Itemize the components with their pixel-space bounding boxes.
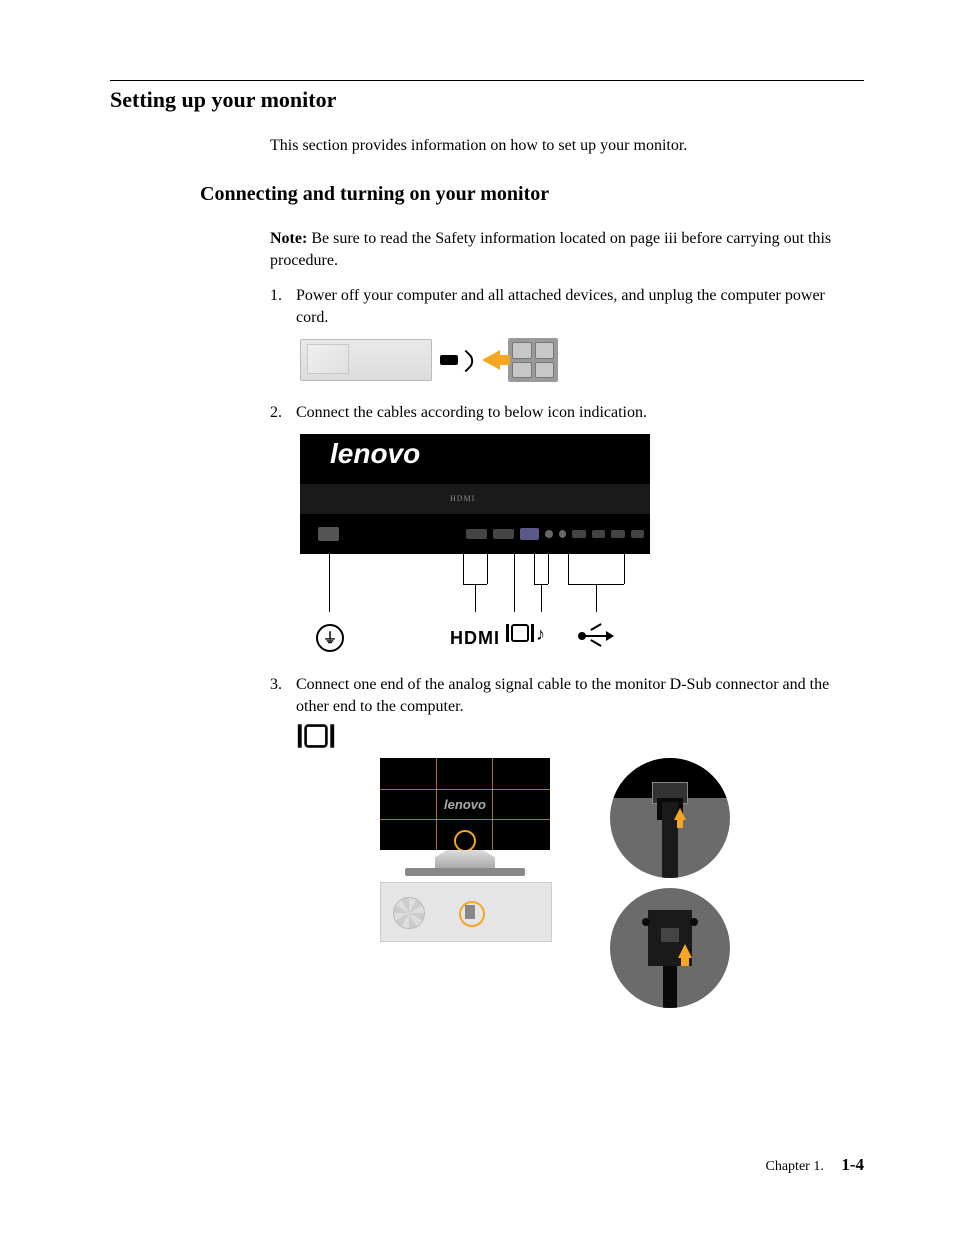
detail-circle-monitor-port [610, 758, 730, 878]
arrow-up-icon [674, 808, 686, 820]
highlight-circle-icon [454, 830, 476, 852]
highlight-circle-icon [459, 901, 485, 927]
section-rule [110, 80, 864, 81]
monitor-back-panel: lenovo HDMI [300, 434, 650, 554]
figure-3-dsub: lenovo [300, 727, 864, 1008]
figure-1-unplug [300, 338, 864, 382]
step-2-text: Connect the cables according to below ic… [296, 402, 854, 424]
intro-text: This section provides information on how… [270, 137, 864, 155]
note-text: Be sure to read the Safety information l… [270, 230, 831, 269]
note-label: Note: [270, 230, 307, 247]
hdmi-port-icon [493, 529, 514, 539]
detail-circle-cable-connector [610, 888, 730, 1008]
wall-outlet-icon [508, 338, 558, 382]
hdmi-port-icon [466, 529, 487, 539]
arrow-up-icon [678, 944, 692, 958]
usb-port-icon [611, 530, 624, 538]
audio-icon: ♪ [536, 624, 545, 645]
dsub-port-icon [520, 528, 539, 540]
note-block: Note: Be sure to read the Safety informa… [270, 228, 854, 271]
page-number: 1-4 [841, 1155, 864, 1174]
audio-port-icon [545, 530, 553, 538]
power-port-icon [318, 527, 339, 541]
power-icon: ⏚ [316, 624, 344, 652]
audio-port-icon [559, 530, 567, 538]
heading-setting-up: Setting up your monitor [110, 87, 864, 113]
lenovo-logo: lenovo [330, 438, 420, 470]
monitor-and-pc-diagram: lenovo [380, 758, 550, 1008]
usb-port-icon [631, 530, 644, 538]
usb-icon [582, 626, 612, 646]
plug-icon [440, 351, 474, 369]
step-3-text: Connect one end of the analog signal cab… [296, 674, 854, 717]
laptop-icon [300, 339, 432, 381]
usb-port-icon [592, 530, 605, 538]
lenovo-logo-small: lenovo [444, 797, 486, 812]
leader-lines [300, 554, 650, 624]
dsub-icon [300, 727, 864, 750]
hdmi-icon: HDMI [450, 628, 500, 649]
page-footer: Chapter 1. 1-4 [766, 1155, 865, 1175]
pc-fan-icon [393, 897, 425, 929]
step-1-number: 1. [270, 285, 296, 328]
dsub-icon [504, 624, 536, 647]
hdmi-port-label: HDMI [450, 494, 475, 503]
chapter-label: Chapter 1. [766, 1159, 824, 1174]
step-1-text: Power off your computer and all attached… [296, 285, 854, 328]
step-2-number: 2. [270, 402, 296, 424]
usb-port-icon [572, 530, 585, 538]
step-3-number: 3. [270, 674, 296, 717]
figure-2-panel: lenovo HDMI [300, 434, 864, 654]
heading-connecting: Connecting and turning on your monitor [200, 183, 864, 206]
arrow-left-icon [482, 350, 500, 370]
